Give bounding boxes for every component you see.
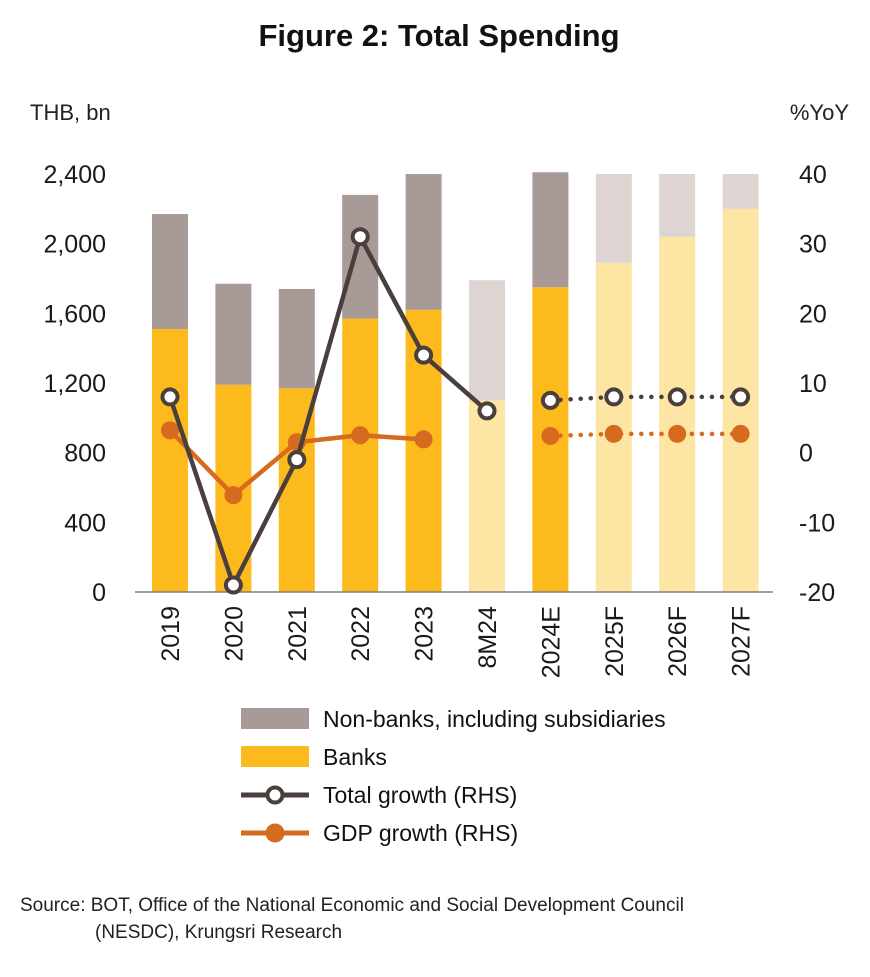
legend-gdp-growth-marker	[265, 823, 285, 843]
legend-total-growth-label: Total growth (RHS)	[323, 782, 517, 808]
line-series	[160, 227, 751, 595]
line-point	[160, 387, 180, 407]
line-point	[667, 387, 687, 407]
line-point	[477, 401, 497, 421]
category-label: 2027F	[728, 606, 756, 677]
bar-nonbanks	[405, 174, 442, 310]
legend-nonbanks-swatch	[241, 708, 309, 729]
category-label: 2021	[284, 606, 312, 662]
right-axis-tick-label: 0	[799, 440, 813, 468]
line-solid-segment	[167, 234, 489, 588]
right-axis-tick-label: 30	[799, 231, 827, 259]
right-axis-tick-label: 40	[799, 161, 827, 189]
line-point	[350, 227, 370, 247]
category-label: 2024E	[537, 606, 565, 678]
bar-nonbanks	[722, 174, 759, 209]
left-axis-tick-label: 1,200	[43, 370, 106, 398]
bar-banks	[659, 236, 696, 592]
line-point	[668, 424, 687, 443]
bar-nonbanks	[532, 172, 569, 288]
legend-banks-label: Banks	[323, 744, 387, 770]
category-label: 2020	[220, 606, 248, 662]
category-label: 2025F	[601, 606, 629, 677]
left-axis-tick-label: 0	[92, 579, 106, 607]
left-axis-tick-label: 2,400	[43, 161, 106, 189]
right-axis-tick-label: -10	[799, 509, 835, 537]
category-labels: 2019 2020 2021 2022 2023 8M24 2024E 2025F 2026F 2…	[157, 606, 756, 678]
line-point	[161, 421, 179, 440]
line-point	[414, 430, 433, 449]
bar-nonbanks	[278, 288, 315, 389]
category-label: 2023	[411, 606, 439, 662]
source-note-line2: (NESDC), Krungsri Research	[95, 922, 342, 943]
left-axis-unit: THB, bn	[30, 100, 111, 125]
category-label: 2026F	[664, 606, 692, 677]
right-axis-tick-label: 20	[799, 300, 827, 328]
bar-banks	[342, 318, 379, 592]
bar-series	[152, 172, 759, 593]
bar-nonbanks	[215, 283, 252, 385]
bar-banks	[469, 400, 505, 592]
line-point	[604, 424, 623, 443]
right-axis-tick-label: -20	[799, 579, 835, 607]
legend-banks-swatch	[241, 746, 309, 767]
bar-nonbanks	[659, 174, 696, 237]
legend: Non-banks, including subsidiaries Banks …	[241, 706, 666, 846]
line-dotted-segment	[548, 431, 743, 439]
category-label: 2022	[347, 606, 375, 662]
category-label: 2019	[157, 606, 185, 662]
right-axis-tick-label: 10	[799, 370, 827, 398]
bar-nonbanks	[595, 174, 632, 263]
line-point	[540, 390, 560, 410]
left-axis-tick-label: 800	[64, 440, 106, 468]
legend-total-growth-marker	[265, 785, 285, 805]
line-point	[541, 426, 560, 445]
left-axis-tick-label: 400	[64, 509, 106, 537]
line-point	[731, 424, 750, 443]
right-axis-unit: %YoY	[790, 100, 849, 125]
line-point	[604, 387, 624, 407]
left-axis-tick-label: 1,600	[43, 300, 106, 328]
bar-banks	[152, 329, 188, 592]
line-point	[414, 345, 434, 365]
line-point	[287, 450, 307, 470]
left-axis-ticks: 2,400 2,000 1,600 1,200 800 400 0	[43, 161, 106, 607]
left-axis-tick-label: 2,000	[43, 231, 106, 259]
right-axis-ticks: 40 30 20 10 0 -10 -20	[799, 161, 835, 607]
source-note-line1: Source: BOT, Office of the National Econ…	[20, 895, 684, 916]
line-point	[731, 387, 751, 407]
chart-title: Figure 2: Total Spending	[258, 18, 619, 53]
line-point	[223, 575, 243, 595]
line-point	[351, 426, 370, 445]
line-point	[224, 486, 243, 505]
line-dotted-segment	[548, 394, 743, 403]
bar-nonbanks	[469, 280, 505, 401]
bar-nonbanks	[152, 214, 188, 330]
legend-nonbanks-label: Non-banks, including subsidiaries	[323, 706, 666, 732]
category-label: 8M24	[474, 606, 502, 669]
legend-gdp-growth-label: GDP growth (RHS)	[323, 820, 518, 846]
